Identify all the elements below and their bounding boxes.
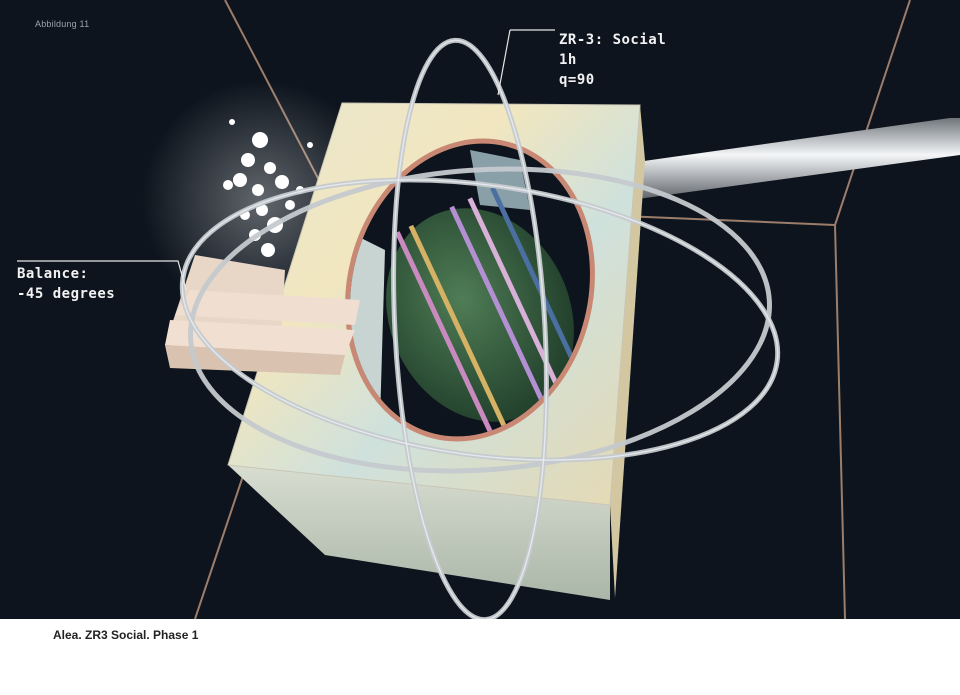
render-image: Abbildung 11 ZR-3: Social 1h q=90 Balanc… <box>0 0 960 619</box>
figure-caption: Alea. ZR3 Social. Phase 1 <box>53 628 199 642</box>
zr-annotation-quality: q=90 <box>559 72 595 88</box>
balance-annotation-title: Balance: <box>17 266 89 282</box>
balance-annotation-value: -45 degrees <box>17 286 116 302</box>
zr-annotation-duration: 1h <box>559 52 577 68</box>
scene-illustration <box>17 0 960 619</box>
zr-annotation-title: ZR-3: Social <box>559 32 667 48</box>
zr-annotation: ZR-3: Social 1h q=90 <box>559 30 666 90</box>
figure-label: Abbildung 11 <box>35 19 90 29</box>
balance-annotation: Balance: -45 degrees <box>17 264 115 304</box>
